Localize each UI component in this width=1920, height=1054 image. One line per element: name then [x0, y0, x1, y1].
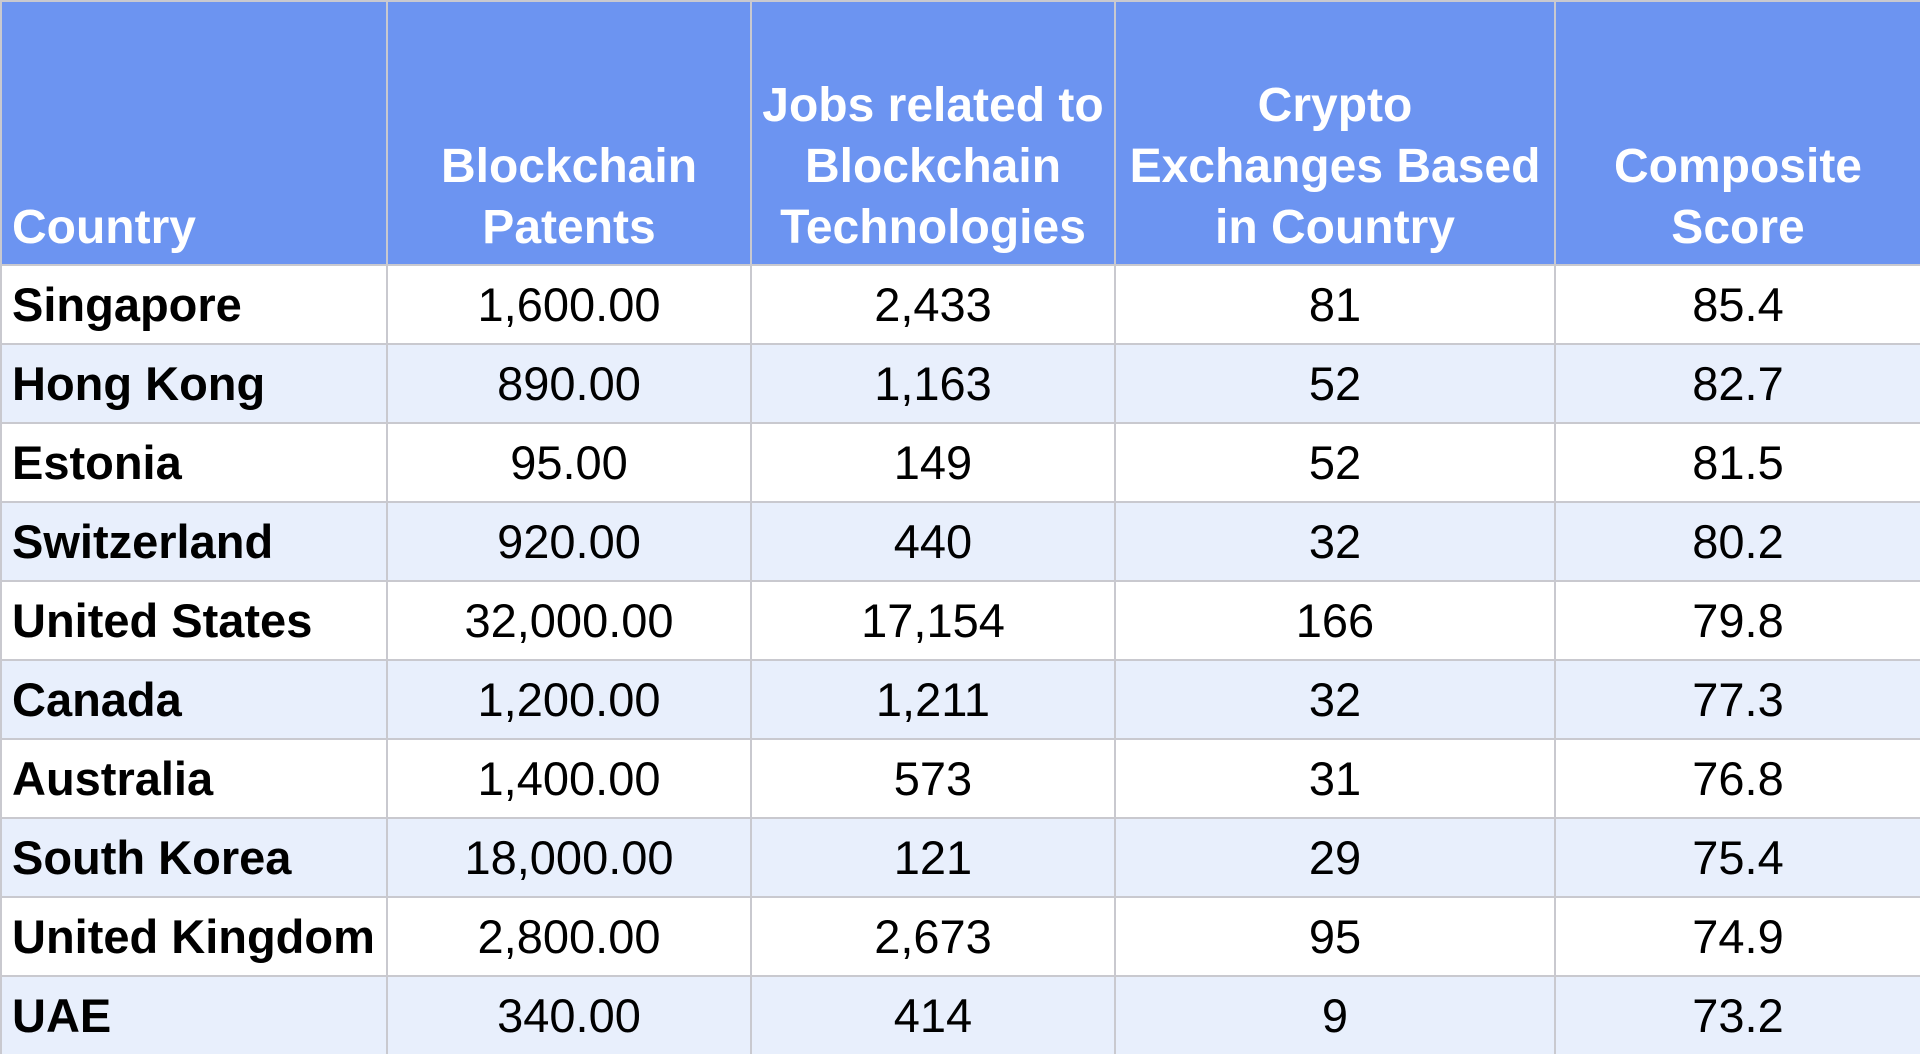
country-cell: Switzerland: [0, 501, 388, 582]
value-cell: 32: [1114, 501, 1556, 582]
value-cell: 85.4: [1554, 264, 1920, 345]
table-row: United Kingdom 2,800.00 2,673 95 74.9: [0, 896, 1920, 977]
country-cell: United States: [0, 580, 388, 661]
table-row: UAE 340.00 414 9 73.2: [0, 975, 1920, 1054]
value-cell: 76.8: [1554, 738, 1920, 819]
value-cell: 75.4: [1554, 817, 1920, 898]
table-row: Hong Kong 890.00 1,163 52 82.7: [0, 343, 1920, 424]
table-row: Estonia 95.00 149 52 81.5: [0, 422, 1920, 503]
value-cell: 149: [750, 422, 1116, 503]
value-cell: 166: [1114, 580, 1556, 661]
value-cell: 1,600.00: [386, 264, 752, 345]
table-row: United States 32,000.00 17,154 166 79.8: [0, 580, 1920, 661]
value-cell: 29: [1114, 817, 1556, 898]
value-cell: 77.3: [1554, 659, 1920, 740]
value-cell: 1,211: [750, 659, 1116, 740]
value-cell: 920.00: [386, 501, 752, 582]
value-cell: 573: [750, 738, 1116, 819]
value-cell: 82.7: [1554, 343, 1920, 424]
country-cell: UAE: [0, 975, 388, 1054]
value-cell: 73.2: [1554, 975, 1920, 1054]
value-cell: 2,800.00: [386, 896, 752, 977]
value-cell: 74.9: [1554, 896, 1920, 977]
value-cell: 440: [750, 501, 1116, 582]
value-cell: 9: [1114, 975, 1556, 1054]
value-cell: 1,400.00: [386, 738, 752, 819]
value-cell: 79.8: [1554, 580, 1920, 661]
value-cell: 121: [750, 817, 1116, 898]
value-cell: 81: [1114, 264, 1556, 345]
table-row: Canada 1,200.00 1,211 32 77.3: [0, 659, 1920, 740]
country-cell: Australia: [0, 738, 388, 819]
value-cell: 95: [1114, 896, 1556, 977]
column-header: Blockchain Patents: [386, 0, 752, 266]
country-cell: Singapore: [0, 264, 388, 345]
value-cell: 32,000.00: [386, 580, 752, 661]
column-header: Crypto Exchanges Based in Country: [1114, 0, 1556, 266]
table-row: Singapore 1,600.00 2,433 81 85.4: [0, 264, 1920, 345]
value-cell: 81.5: [1554, 422, 1920, 503]
column-header: Composite Score: [1554, 0, 1920, 266]
header-row: Country Blockchain Patents Jobs related to…: [0, 0, 1920, 266]
table-body: Singapore 1,600.00 2,433 81 85.4 Hong Kong 890…: [0, 264, 1920, 1054]
value-cell: 52: [1114, 422, 1556, 503]
value-cell: 414: [750, 975, 1116, 1054]
column-header: Jobs related to Blockchain Technologies: [750, 0, 1116, 266]
table-row: Australia 1,400.00 573 31 76.8: [0, 738, 1920, 819]
value-cell: 17,154: [750, 580, 1116, 661]
value-cell: 1,200.00: [386, 659, 752, 740]
value-cell: 32: [1114, 659, 1556, 740]
value-cell: 1,163: [750, 343, 1116, 424]
value-cell: 2,673: [750, 896, 1116, 977]
value-cell: 2,433: [750, 264, 1116, 345]
country-cell: South Korea: [0, 817, 388, 898]
value-cell: 340.00: [386, 975, 752, 1054]
country-cell: Hong Kong: [0, 343, 388, 424]
value-cell: 52: [1114, 343, 1556, 424]
value-cell: 31: [1114, 738, 1556, 819]
table-row: South Korea 18,000.00 121 29 75.4: [0, 817, 1920, 898]
country-cell: United Kingdom: [0, 896, 388, 977]
column-header: Country: [0, 0, 388, 266]
value-cell: 890.00: [386, 343, 752, 424]
value-cell: 18,000.00: [386, 817, 752, 898]
country-cell: Estonia: [0, 422, 388, 503]
table-row: Switzerland 920.00 440 32 80.2: [0, 501, 1920, 582]
country-cell: Canada: [0, 659, 388, 740]
value-cell: 95.00: [386, 422, 752, 503]
value-cell: 80.2: [1554, 501, 1920, 582]
